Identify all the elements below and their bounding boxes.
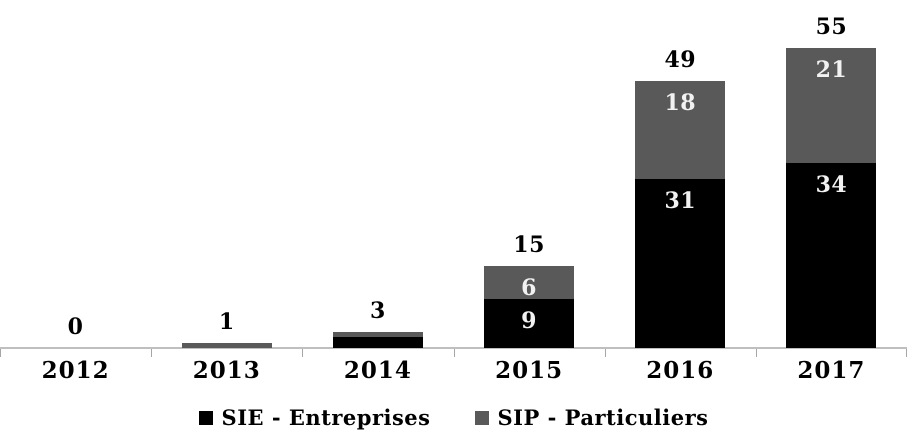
legend-label: SIP - Particuliers	[497, 405, 709, 430]
segment-label: 18	[664, 89, 697, 116]
x-tick-label: 2016	[646, 357, 715, 384]
x-tick-label: 2015	[495, 357, 564, 384]
bar-segment-sip: 18	[635, 80, 726, 179]
bar-segment-sie: 31	[635, 178, 726, 348]
axis-tick	[151, 349, 152, 357]
total-label: 0	[67, 314, 84, 340]
segment-label: 34	[815, 171, 848, 198]
bar-segment-sip: 6	[484, 266, 575, 302]
x-tick-label: 2017	[797, 357, 866, 384]
total-label: 15	[513, 232, 545, 259]
total-label: 49	[664, 46, 697, 73]
legend-item-sie: SIE - Entreprises	[198, 405, 431, 430]
bar-segment-sie: 34	[786, 162, 877, 348]
x-axis-line	[0, 347, 907, 349]
x-tick-label: 2014	[343, 357, 412, 384]
bar-segment-sip	[181, 342, 272, 348]
axis-tick	[605, 349, 606, 357]
axis-tick	[0, 349, 1, 357]
segment-label: 6	[521, 275, 537, 302]
segment-label: 31	[664, 187, 697, 214]
total-label: 55	[815, 14, 848, 40]
axis-tick	[756, 349, 757, 357]
bar-segment-sip	[332, 331, 423, 338]
total-label: 3	[370, 297, 386, 324]
legend-label: SIE - Entreprises	[221, 405, 431, 430]
axis-tick	[454, 349, 455, 357]
bar-segment-sie: 9	[484, 298, 575, 348]
x-tick-label: 2013	[192, 357, 261, 384]
legend-swatch-icon	[198, 411, 213, 425]
bar-segment-sip: 21	[786, 48, 877, 163]
legend: SIE - Entreprises SIP - Particuliers	[0, 406, 907, 430]
x-tick-label: 2012	[41, 357, 110, 384]
total-label: 1	[218, 308, 235, 335]
legend-swatch-icon	[474, 411, 489, 425]
segment-label: 21	[815, 57, 848, 84]
axis-tick	[302, 349, 303, 357]
bar-segment-sie	[332, 337, 423, 348]
segment-label: 9	[521, 307, 537, 334]
legend-item-sip: SIP - Particuliers	[474, 405, 709, 430]
